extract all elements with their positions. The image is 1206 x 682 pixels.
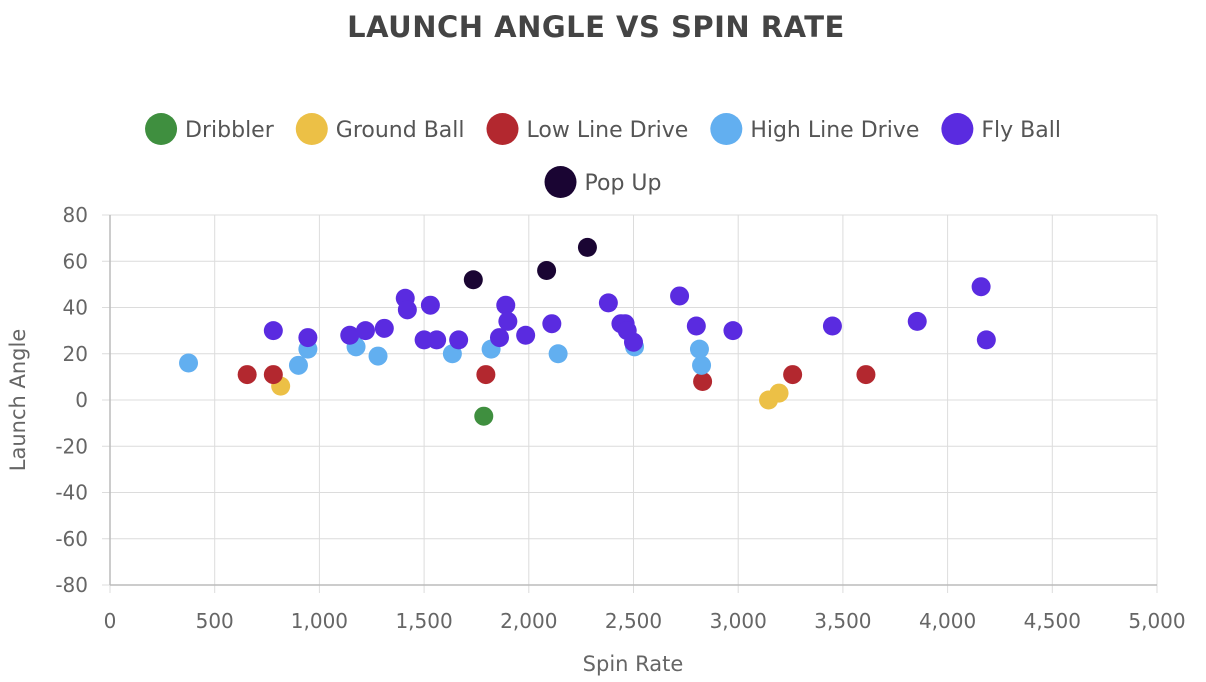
data-point-fly-ball[interactable]: [340, 325, 360, 345]
data-point-fly-ball[interactable]: [397, 300, 417, 320]
x-tick-label: 500: [196, 609, 234, 633]
data-point-fly-ball[interactable]: [670, 286, 690, 306]
y-axis-label: Launch Angle: [6, 329, 30, 471]
data-point-fly-ball[interactable]: [420, 295, 440, 315]
legend-item-high-line-drive[interactable]: High Line Drive: [710, 113, 919, 145]
legend-marker: [486, 113, 519, 145]
data-point-low-line-drive[interactable]: [263, 365, 283, 385]
data-point-fly-ball[interactable]: [355, 321, 375, 341]
data-point-fly-ball[interactable]: [976, 330, 996, 350]
data-point-high-line-drive[interactable]: [548, 344, 568, 364]
legend-item-ground-ball[interactable]: Ground Ball: [295, 113, 465, 145]
legend-marker: [941, 113, 974, 145]
data-point-fly-ball[interactable]: [624, 332, 643, 352]
x-tick-label: 2,500: [605, 609, 662, 633]
data-point-fly-ball[interactable]: [298, 328, 318, 348]
legend-label: Dribbler: [185, 118, 275, 143]
y-tick-label: -40: [55, 481, 88, 505]
data-point-fly-ball[interactable]: [496, 295, 516, 315]
data-point-fly-ball[interactable]: [686, 316, 706, 336]
legend-label: Low Line Drive: [527, 118, 689, 143]
data-point-fly-ball[interactable]: [449, 330, 469, 350]
data-point-fly-ball[interactable]: [489, 328, 509, 348]
data-point-fly-ball[interactable]: [263, 321, 283, 341]
x-tick-label: 5,000: [1128, 609, 1185, 633]
data-point-low-line-drive[interactable]: [237, 365, 257, 385]
y-tick-label: 40: [63, 296, 88, 320]
y-tick-label: -60: [55, 527, 88, 551]
data-point-high-line-drive[interactable]: [692, 355, 712, 375]
legend-item-fly-ball[interactable]: Fly Ball: [941, 113, 1061, 145]
data-point-fly-ball[interactable]: [374, 318, 394, 338]
x-tick-label: 4,000: [919, 609, 976, 633]
data-point-fly-ball[interactable]: [542, 314, 562, 334]
y-tick-label: -20: [55, 434, 88, 458]
data-point-ground-ball[interactable]: [769, 383, 789, 403]
legend-label: Pop Up: [585, 171, 662, 196]
axes: 0 500 1,000 1,500 2,000 2,500 3,000 3,500 4,000 4…: [55, 203, 1185, 633]
x-tick-label: 3,000: [710, 609, 767, 633]
data-point-high-line-drive[interactable]: [368, 346, 388, 366]
data-point-fly-ball[interactable]: [516, 325, 536, 345]
data-point-fly-ball[interactable]: [598, 293, 618, 313]
y-tick-label: 0: [75, 388, 88, 412]
data-point-pop-up[interactable]: [577, 237, 597, 257]
chart-title: LAUNCH ANGLE VS SPIN RATE: [347, 10, 845, 44]
data-point-fly-ball[interactable]: [723, 321, 743, 341]
data-points: [179, 237, 996, 426]
legend-marker: [544, 166, 577, 198]
x-tick-label: 3,500: [814, 609, 871, 633]
data-point-high-line-drive[interactable]: [179, 353, 199, 373]
legend-marker: [295, 113, 328, 145]
data-point-high-line-drive[interactable]: [689, 339, 709, 359]
x-tick-label: 0: [104, 609, 117, 633]
x-axis-label: Spin Rate: [583, 652, 684, 676]
grid: [102, 214, 1158, 593]
y-tick-label: 60: [63, 249, 88, 273]
y-tick-label: 20: [63, 342, 88, 366]
data-point-fly-ball[interactable]: [427, 330, 447, 350]
x-tick-label: 1,500: [395, 609, 452, 633]
data-point-low-line-drive[interactable]: [856, 365, 876, 385]
legend-label: Fly Ball: [981, 118, 1061, 143]
data-point-low-line-drive[interactable]: [693, 372, 713, 391]
legend-label: High Line Drive: [750, 118, 919, 143]
data-point-fly-ball[interactable]: [971, 277, 991, 297]
legend-item-low-line-drive[interactable]: Low Line Drive: [486, 113, 689, 145]
data-point-high-line-drive[interactable]: [288, 355, 308, 375]
legend-label: Ground Ball: [336, 118, 465, 143]
data-point-low-line-drive[interactable]: [476, 365, 496, 385]
legend-item-dribbler[interactable]: Dribbler: [145, 113, 275, 145]
data-point-dribbler[interactable]: [474, 406, 494, 426]
y-tick-label: 80: [63, 203, 88, 227]
y-tick-label: -80: [55, 573, 88, 597]
x-tick-label: 1,000: [291, 609, 348, 633]
data-point-pop-up[interactable]: [463, 270, 483, 290]
x-tick-label: 4,500: [1024, 609, 1081, 633]
data-point-fly-ball[interactable]: [498, 311, 518, 331]
legend-marker: [710, 113, 743, 145]
data-point-pop-up[interactable]: [537, 261, 557, 280]
data-point-low-line-drive[interactable]: [783, 365, 803, 385]
x-tick-label: 2,000: [500, 609, 557, 633]
data-point-fly-ball[interactable]: [907, 311, 927, 331]
data-point-fly-ball[interactable]: [822, 316, 842, 336]
legend-marker: [145, 113, 178, 145]
legend-item-pop-up[interactable]: Pop Up: [544, 166, 662, 198]
legend: Dribbler Ground Ball Low Line Drive High Li…: [145, 113, 1061, 198]
